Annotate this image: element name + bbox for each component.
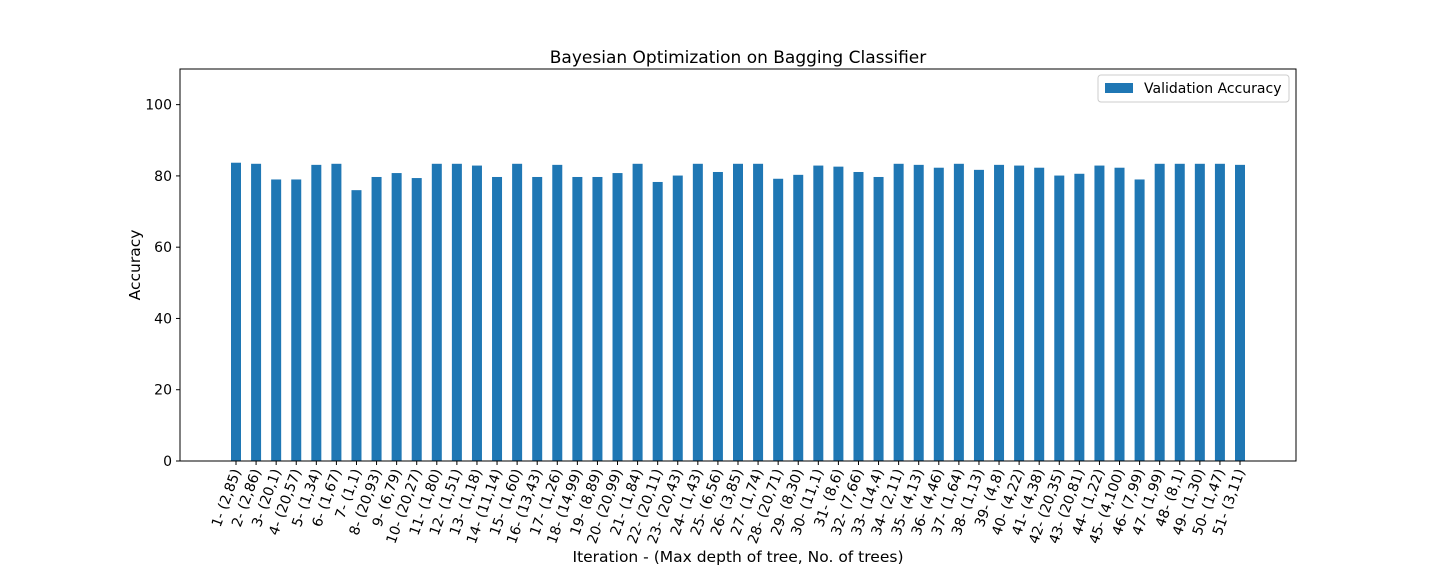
y-tick-label: 80: [154, 169, 172, 185]
bar: [692, 163, 703, 462]
bar: [893, 163, 904, 462]
bar: [572, 176, 583, 462]
legend-swatch: [1105, 83, 1133, 93]
bar: [813, 165, 824, 461]
bar: [1214, 163, 1225, 462]
bar: [833, 166, 844, 461]
bar: [973, 169, 984, 461]
x-axis-label: Iteration - (Max depth of tree, No. of t…: [573, 548, 904, 566]
bar: [311, 164, 322, 462]
bar: [351, 190, 362, 461]
bar: [733, 163, 743, 462]
bar: [231, 162, 241, 461]
y-tick-label: 60: [154, 240, 172, 256]
bar: [1194, 163, 1205, 462]
bar: [552, 164, 563, 462]
bar: [1235, 164, 1245, 462]
y-tick-label: 40: [154, 311, 172, 327]
bar: [331, 163, 342, 462]
bar: [1154, 163, 1165, 462]
y-axis: 0 20 40 60 80 100: [145, 98, 180, 470]
legend: Validation Accuracy: [1097, 74, 1290, 103]
bar: [793, 174, 804, 461]
bar: [873, 176, 884, 462]
bar: [271, 179, 282, 461]
bar: [411, 178, 422, 462]
bar: [953, 163, 964, 462]
bar: [1134, 179, 1145, 461]
bar: [1114, 167, 1125, 461]
bar: [933, 167, 944, 461]
bar: [1054, 175, 1065, 462]
bar: [391, 173, 402, 461]
bar: [632, 163, 643, 462]
bar: [1074, 173, 1085, 461]
bar: [913, 164, 924, 462]
bar: [451, 163, 462, 462]
bar: [512, 163, 523, 462]
bar: [753, 163, 764, 462]
bar: [612, 173, 623, 461]
bar: [492, 176, 503, 462]
y-axis-label: Accuracy: [126, 230, 144, 301]
legend-box: [1097, 74, 1290, 103]
bar: [994, 164, 1005, 462]
bar: [291, 179, 302, 461]
bar: [1094, 165, 1105, 461]
bar: [1174, 163, 1185, 462]
y-tick-label: 20: [154, 383, 172, 399]
bar: [251, 163, 262, 462]
y-tick-label: 0: [163, 454, 172, 470]
chart-title: Bayesian Optimization on Bagging Classif…: [550, 48, 926, 68]
bar: [471, 165, 482, 461]
legend-label: Validation Accuracy: [1144, 81, 1282, 97]
bar: [431, 163, 442, 462]
bar: [532, 176, 543, 462]
x-axis: 1- (2,85)2- (2,86)3- (20,1)4- (20,57)5- …: [209, 461, 1249, 546]
bar: [853, 171, 864, 462]
bar: [773, 178, 784, 461]
bar: [592, 176, 603, 462]
bar: [672, 175, 683, 462]
bars: [231, 162, 1245, 462]
y-tick-label: 100: [145, 98, 172, 114]
bar: [712, 171, 723, 462]
bar: [1014, 165, 1025, 461]
bar: [1034, 167, 1045, 461]
bar: [652, 181, 663, 461]
bar: [371, 176, 382, 462]
